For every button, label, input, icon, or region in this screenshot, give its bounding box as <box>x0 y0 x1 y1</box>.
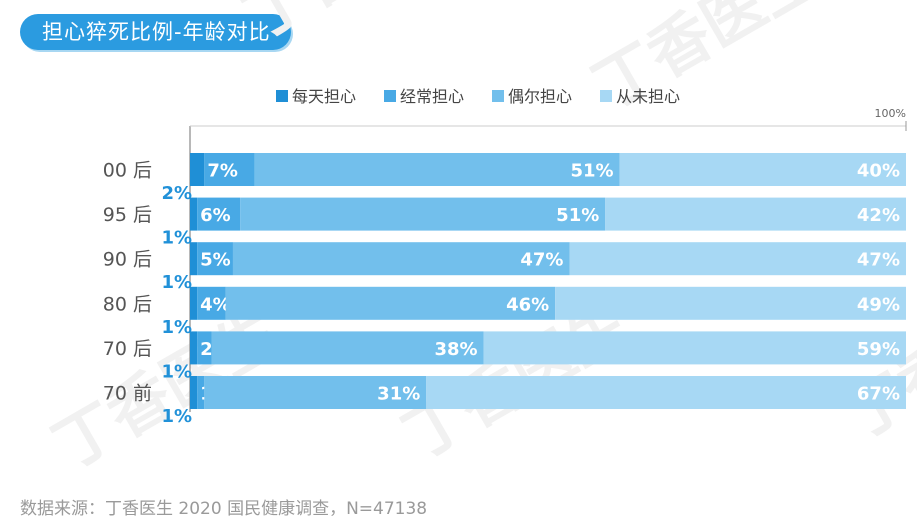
data-label: 2% <box>161 183 192 204</box>
data-label: 49% <box>857 294 900 315</box>
data-label: 46% <box>506 294 549 315</box>
bar-segment <box>569 242 906 276</box>
bar-segment <box>197 376 205 409</box>
bar-segment <box>190 376 198 409</box>
bar-segment <box>190 153 205 186</box>
legend-label: 经常担心 <box>400 87 464 106</box>
legend-swatch <box>384 90 396 102</box>
bar-segment <box>204 376 427 409</box>
bar-segment <box>605 197 906 231</box>
data-label: 1% <box>161 361 192 382</box>
data-label: 6% <box>200 205 231 226</box>
data-source-note: 数据来源：丁香医生 2020 国民健康调查，N=47138 <box>20 499 428 519</box>
data-label: 38% <box>434 339 477 360</box>
data-label: 1% <box>161 272 192 293</box>
data-label: 51% <box>571 161 614 182</box>
bar-segment <box>240 197 606 231</box>
data-label: 47% <box>857 250 900 271</box>
data-label: 1% <box>161 406 192 427</box>
category-label: 70 后 <box>103 338 152 360</box>
bar-segment <box>197 286 226 320</box>
bar-segment <box>197 331 212 365</box>
data-label: 40% <box>857 161 900 182</box>
legend-swatch <box>276 90 288 102</box>
legend-swatch <box>600 90 612 102</box>
bar-segment <box>619 153 906 186</box>
bar-segment <box>190 197 198 231</box>
category-label: 95 后 <box>103 204 152 226</box>
legend-label: 从未担心 <box>616 87 680 106</box>
data-label: 31% <box>377 384 420 405</box>
category-label: 00 后 <box>103 160 152 182</box>
legend-swatch <box>492 90 504 102</box>
data-label: 51% <box>556 205 599 226</box>
category-label: 70 前 <box>103 383 152 405</box>
bar-segment <box>426 376 906 409</box>
category-label: 80 后 <box>103 293 152 315</box>
legend-label: 每天担心 <box>292 87 356 106</box>
data-label: 47% <box>520 250 563 271</box>
bar-segment <box>190 331 198 365</box>
bar-segment <box>225 286 556 320</box>
data-label: 1% <box>161 228 192 249</box>
data-label: 5% <box>200 250 231 271</box>
data-label: 4% <box>200 294 231 315</box>
bar-segment <box>555 286 906 320</box>
legend-label: 偶尔担心 <box>508 87 572 106</box>
chart-title: 担心猝死比例-年龄对比 <box>42 20 271 44</box>
legend: 每天担心 经常担心 偶尔担心 从未担心 <box>276 87 680 106</box>
bar-segment <box>197 242 233 276</box>
data-label: 67% <box>857 384 900 405</box>
bar-segment <box>197 197 241 231</box>
title-badge: 担心猝死比例-年龄对比 <box>20 14 291 50</box>
data-label: 1% <box>161 317 192 338</box>
data-label: 7% <box>207 161 238 182</box>
bar-segment <box>483 331 906 365</box>
bar-segment <box>254 153 620 186</box>
bar-segment <box>232 242 570 276</box>
watermark-text: 丁香医生 <box>231 0 482 53</box>
bar-segment <box>204 153 255 186</box>
bar-segment <box>211 331 484 365</box>
bars: 00 后 2% 7% 51% 40% 95 后 1% 6% 51% 42% 90 后 1% 5% 47% 4… <box>103 153 906 427</box>
top-axis-label: 100% <box>875 107 906 120</box>
bar-segment <box>190 242 198 276</box>
bar-segment <box>190 286 198 320</box>
data-label: 59% <box>857 339 900 360</box>
data-label: 42% <box>857 205 900 226</box>
category-label: 90 后 <box>103 249 152 271</box>
